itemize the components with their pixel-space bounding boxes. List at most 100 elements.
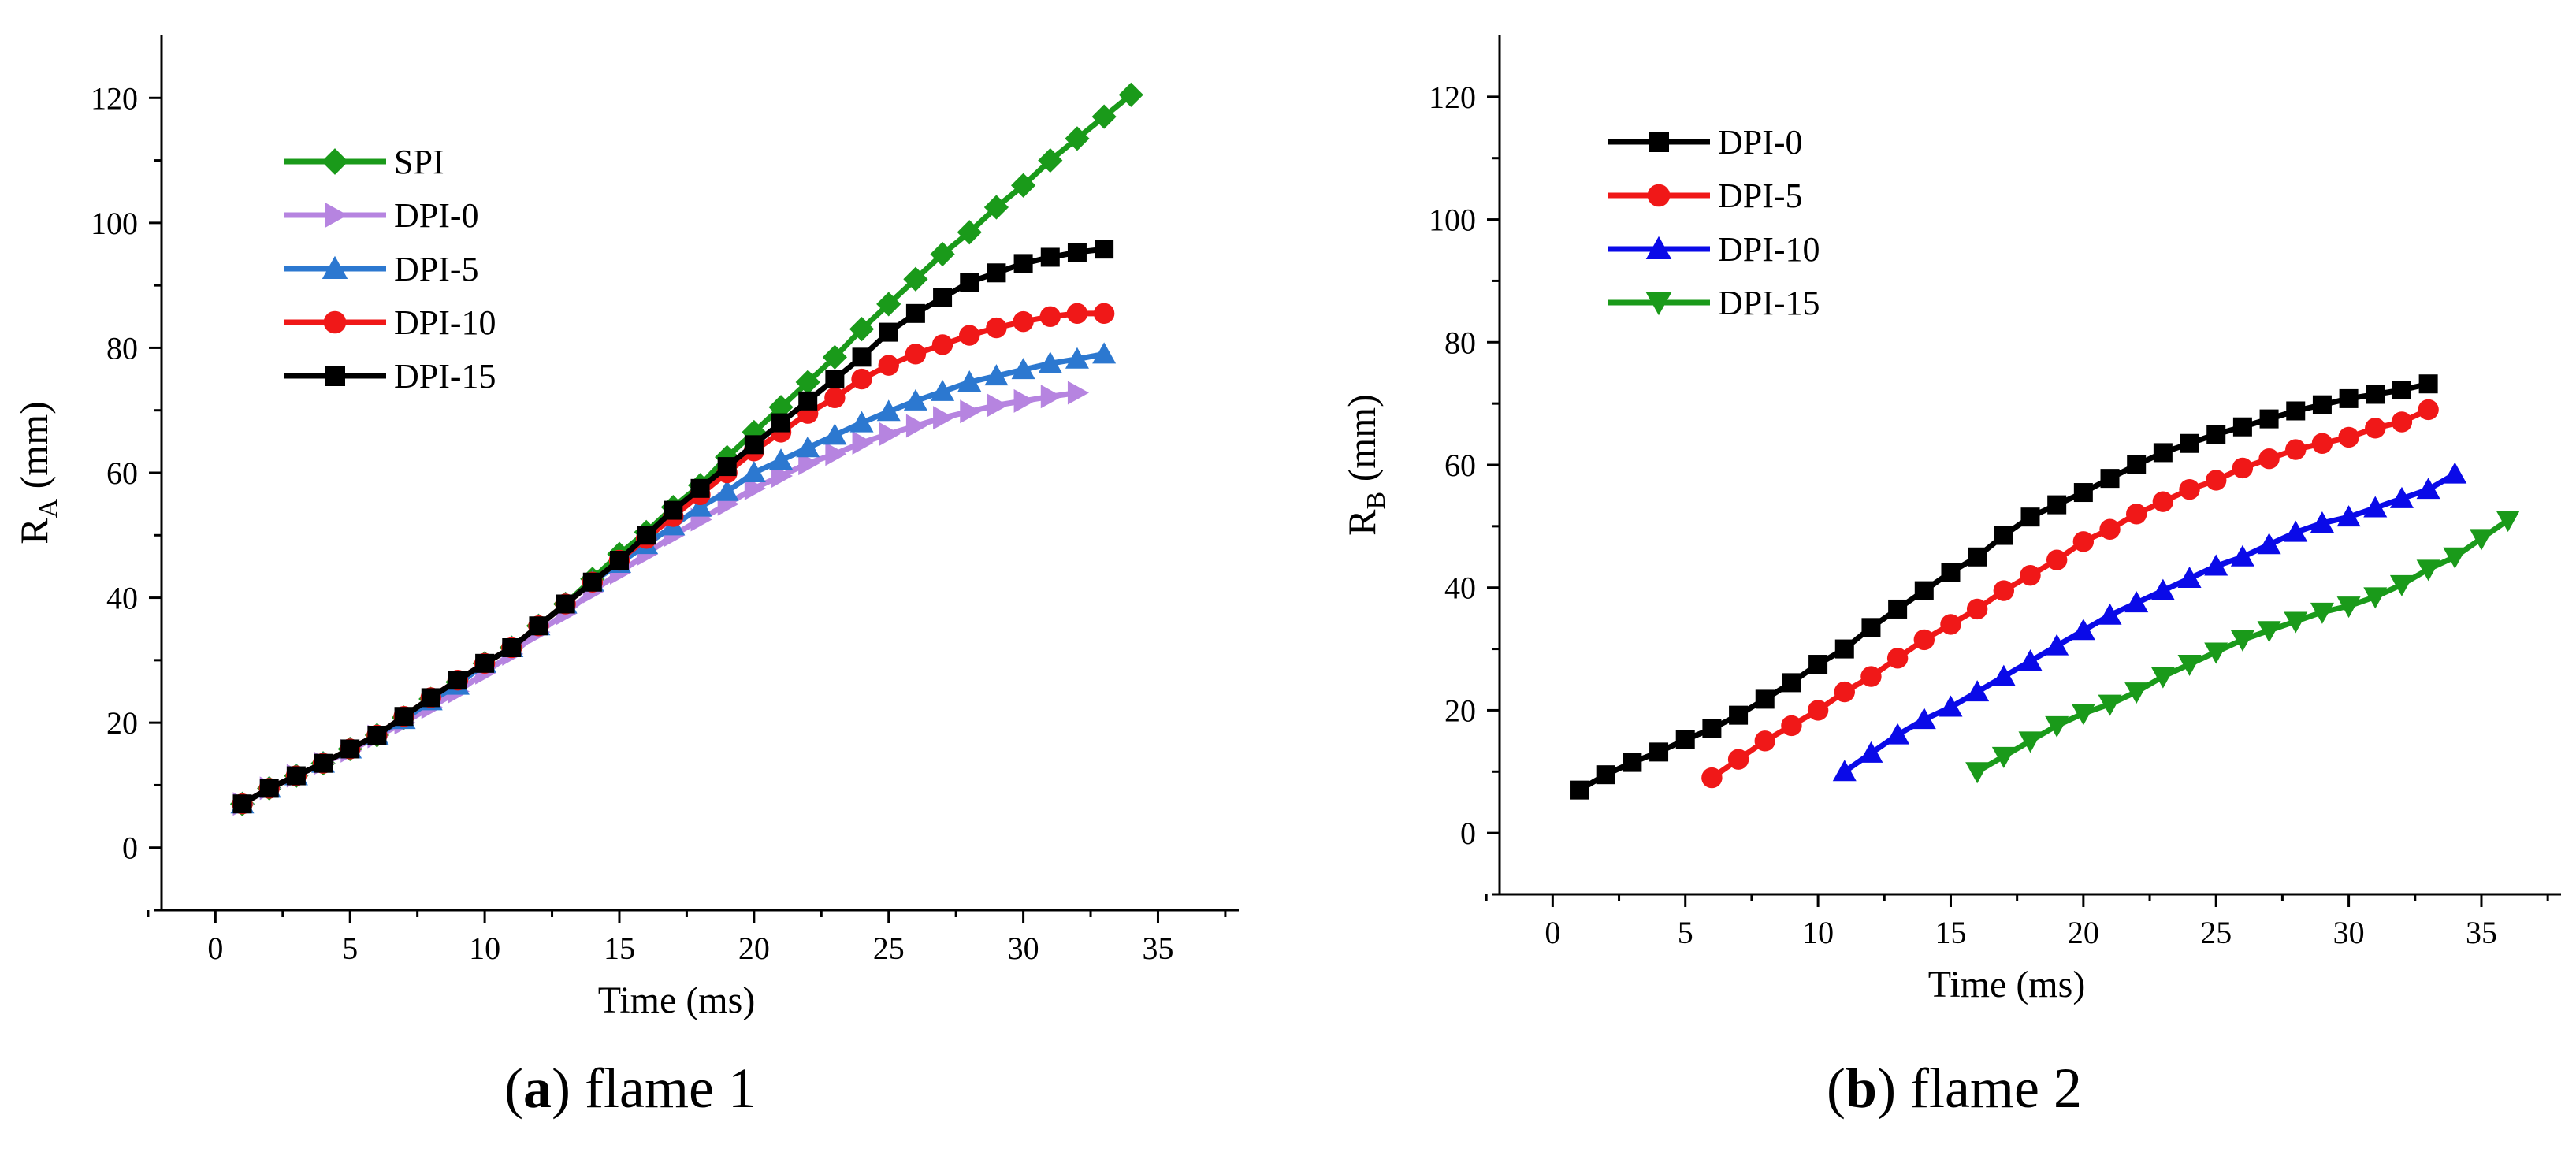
data-point <box>1991 746 2016 768</box>
x-tick-label: 5 <box>1678 915 1693 950</box>
data-point <box>259 779 279 798</box>
data-point <box>878 355 899 376</box>
legend-marker <box>323 310 347 334</box>
data-point <box>2284 611 2308 634</box>
data-point <box>2124 682 2149 704</box>
data-point <box>2365 418 2386 439</box>
data-point <box>1782 673 1801 693</box>
data-point <box>1755 689 1775 709</box>
legend-marker <box>325 202 348 229</box>
data-point <box>715 479 739 501</box>
x-tick-label: 25 <box>873 931 905 966</box>
panel-b-flame-2: 0 5 10 15 20 25 30 35 0 20 40 60 80 100 120 Time (ms) RB… <box>1340 35 2561 1120</box>
data-point <box>286 766 306 786</box>
data-point <box>987 263 1006 283</box>
data-point <box>1011 358 1035 380</box>
data-point <box>2071 704 2095 726</box>
data-point <box>1781 715 1802 737</box>
data-point <box>2100 469 2120 489</box>
data-point <box>2127 455 2147 474</box>
data-point <box>2204 642 2228 664</box>
data-point <box>2496 511 2520 533</box>
data-point <box>796 436 820 458</box>
data-point <box>798 391 818 411</box>
data-point <box>822 344 847 370</box>
data-point <box>1912 708 1936 730</box>
data-point <box>2150 667 2175 689</box>
data-point <box>876 292 901 317</box>
data-point <box>933 288 953 307</box>
data-point <box>1013 254 1033 273</box>
data-point <box>2206 425 2226 444</box>
data-point <box>1886 648 1909 669</box>
data-point <box>2124 591 2149 613</box>
legend-label: DPI-0 <box>394 196 479 235</box>
data-point <box>1095 240 1114 259</box>
data-point <box>824 387 846 409</box>
data-point <box>823 423 847 445</box>
legend-label: DPI-0 <box>1718 123 1803 162</box>
data-point <box>1065 347 1089 369</box>
series-line <box>1710 407 2430 780</box>
data-point <box>394 707 414 727</box>
data-point <box>984 364 1009 386</box>
data-point <box>2072 531 2095 552</box>
data-point <box>1067 243 1087 262</box>
data-point <box>931 379 955 401</box>
data-point <box>2152 491 2174 512</box>
data-point <box>2339 388 2359 408</box>
data-point <box>744 435 764 455</box>
panel-a-flame-1: 0 5 10 15 20 25 30 35 0 20 40 60 80 100 120 Time (ms) RA… <box>12 35 1239 1120</box>
data-point <box>1861 618 1881 637</box>
data-point <box>768 395 794 420</box>
data-point <box>1092 342 1117 364</box>
data-point <box>1886 723 1910 745</box>
data-point <box>905 303 925 323</box>
data-point <box>903 388 927 411</box>
y-tick-label: 40 <box>106 581 138 616</box>
data-point <box>2073 483 2093 503</box>
data-point <box>1040 385 1062 409</box>
y-tick-label: 100 <box>1429 203 1476 238</box>
data-point <box>852 347 872 367</box>
data-point <box>1701 767 1723 789</box>
data-point <box>769 448 794 470</box>
series-dpi-15 <box>232 240 1114 814</box>
data-point <box>1808 655 1828 674</box>
data-point <box>2020 564 2041 586</box>
data-point <box>771 463 794 488</box>
data-point <box>825 370 845 389</box>
x-tick-label: 10 <box>469 931 500 966</box>
legend: SPI DPI-0 DPI-5 DPI-10 DPI-15 <box>284 143 496 396</box>
data-point <box>2258 448 2280 470</box>
x-tick-label: 0 <box>207 931 223 966</box>
data-point <box>1066 303 1088 325</box>
series-dpi-10 <box>1832 462 2467 782</box>
data-point <box>879 422 901 446</box>
data-point <box>851 368 872 390</box>
y-tick-label: 100 <box>91 206 138 241</box>
data-point <box>2257 533 2281 555</box>
data-point <box>1939 695 1963 717</box>
data-point <box>2045 634 2069 656</box>
data-point <box>2418 374 2438 394</box>
x-tick-label: 20 <box>738 931 770 966</box>
data-point <box>1834 639 1854 659</box>
data-point <box>232 794 252 814</box>
data-point <box>960 273 979 292</box>
data-point <box>2232 417 2252 437</box>
y-axis-label: RA (mm) <box>12 401 63 544</box>
data-point <box>1807 700 1829 721</box>
legend-label: DPI-15 <box>394 357 496 396</box>
data-point <box>959 325 980 346</box>
data-point <box>2153 443 2173 463</box>
data-point <box>742 461 766 482</box>
legend-marker <box>325 366 345 386</box>
data-point <box>2416 559 2440 582</box>
x-tick-label: 25 <box>2200 915 2232 950</box>
legend-marker <box>1647 184 1671 207</box>
data-point <box>1013 388 1035 413</box>
data-point <box>1040 247 1060 267</box>
data-point <box>930 241 955 267</box>
data-point <box>1038 147 1063 173</box>
